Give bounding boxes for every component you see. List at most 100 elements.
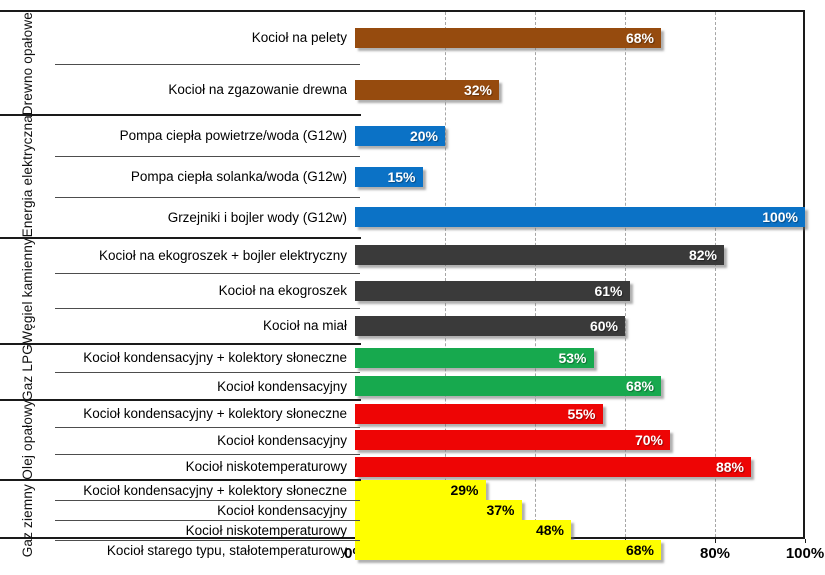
row-label: Kocioł na miał bbox=[262, 318, 347, 334]
category-group: Gaz ziemny Kocioł kondensacyjny + kolekto… bbox=[0, 479, 805, 561]
bar-track: 68% bbox=[355, 372, 805, 400]
row-label: Kocioł kondensacyjny bbox=[217, 378, 347, 394]
gridline-80 bbox=[715, 12, 716, 537]
chart-row: Kocioł kondensacyjny + kolektory słonecz… bbox=[55, 344, 805, 372]
bar: 55% bbox=[355, 403, 603, 424]
row-label: Kocioł kondensacyjny + kolektory słonecz… bbox=[83, 482, 347, 498]
chart-row: Grzejniki i bojler wody (G12w) 100% bbox=[55, 196, 805, 238]
bar: 15% bbox=[355, 166, 423, 187]
group-label-cell: Energia elektryczna bbox=[0, 115, 55, 237]
bar-value-label: 68% bbox=[625, 542, 654, 559]
x-axis-tick-label: 100% bbox=[785, 545, 825, 562]
bar-value-label: 48% bbox=[535, 522, 564, 539]
bar-track: 100% bbox=[355, 197, 805, 238]
bar-value-label: 29% bbox=[450, 482, 479, 499]
chart-row: Kocioł kondensacyjny 70% bbox=[55, 427, 805, 454]
row-label: Kocioł na ekogroszek + bojler elektryczn… bbox=[99, 247, 347, 263]
row-label: Kocioł kondensacyjny + kolektory słonecz… bbox=[83, 406, 347, 422]
x-axis-tick bbox=[805, 539, 806, 543]
bar-track: 68% bbox=[355, 12, 805, 64]
bar-value-label: 100% bbox=[762, 209, 798, 226]
category-group: Energia elektryczna Pompa ciepła powietrz… bbox=[0, 114, 805, 238]
chart-row: Kocioł niskotemperaturowy 48% bbox=[55, 520, 805, 541]
bar: 68% bbox=[355, 540, 661, 561]
group-rows: Kocioł kondensacyjny + kolektory słonecz… bbox=[55, 400, 805, 480]
bar-track: 32% bbox=[355, 64, 805, 116]
bar: 68% bbox=[355, 27, 661, 48]
bar-value-label: 68% bbox=[625, 29, 654, 46]
plot-area: Drewno opałowe Kocioł na pelety 68% Kocioł … bbox=[0, 10, 805, 561]
row-label: Kocioł na pelety bbox=[251, 30, 347, 46]
row-label: Kocioł niskotemperaturowy bbox=[185, 459, 347, 475]
bar: 61% bbox=[355, 280, 630, 301]
gridline-40 bbox=[535, 12, 536, 537]
bar-value-label: 88% bbox=[715, 458, 744, 475]
category-group: Drewno opałowe Kocioł na pelety 68% Kocioł … bbox=[0, 12, 805, 115]
group-rows: Kocioł kondensacyjny + kolektory słonecz… bbox=[55, 344, 805, 401]
x-axis-tick bbox=[715, 539, 716, 543]
chart-row: Kocioł na ekogroszek 61% bbox=[55, 273, 805, 308]
chart-row: Pompa ciepła solanka/woda (G12w) 15% bbox=[55, 156, 805, 197]
bar-value-label: 15% bbox=[387, 168, 416, 185]
row-label: Grzejniki i bojler wody (G12w) bbox=[167, 209, 347, 225]
bar-track: 53% bbox=[355, 344, 805, 372]
group-label-cell: Węgiel kamienny bbox=[0, 238, 55, 344]
bar-value-label: 68% bbox=[625, 378, 654, 395]
bar-track: 60% bbox=[355, 308, 805, 343]
bar-value-label: 53% bbox=[558, 349, 587, 366]
row-label: Pompa ciepła powietrze/woda (G12w) bbox=[119, 128, 347, 144]
bar: 82% bbox=[355, 245, 724, 266]
bar-track: 37% bbox=[355, 500, 805, 521]
bar: 70% bbox=[355, 430, 670, 451]
bar: 32% bbox=[355, 79, 499, 100]
bar: 53% bbox=[355, 347, 594, 368]
bar-track: 20% bbox=[355, 115, 805, 156]
bar-track: 55% bbox=[355, 400, 805, 427]
group-rows: Pompa ciepła powietrze/woda (G12w) 20% Pom… bbox=[55, 115, 805, 237]
row-label: Pompa ciepła solanka/woda (G12w) bbox=[130, 169, 347, 185]
bar-value-label: 20% bbox=[409, 127, 438, 144]
bar-track: 88% bbox=[355, 454, 805, 481]
row-label: Kocioł na zgazowanie drewna bbox=[168, 82, 347, 98]
chart-row: Kocioł na pelety 68% bbox=[55, 12, 805, 64]
row-label: Kocioł na ekogroszek bbox=[218, 283, 347, 299]
chart-row: Kocioł na ekogroszek + bojler elektryczn… bbox=[55, 238, 805, 273]
bar-track: 61% bbox=[355, 273, 805, 308]
group-label: Olej opałowy bbox=[19, 400, 35, 481]
bar-value-label: 32% bbox=[463, 81, 492, 98]
chart-row: Kocioł na miał 60% bbox=[55, 308, 805, 343]
bar-value-label: 55% bbox=[567, 405, 596, 422]
group-label: Węgiel kamienny bbox=[19, 237, 35, 344]
group-rows: Kocioł na pelety 68% Kocioł na zgazowanie … bbox=[55, 12, 805, 115]
gridline-20 bbox=[445, 12, 446, 537]
category-group: Węgiel kamienny Kocioł na ekogroszek + bo… bbox=[0, 236, 805, 344]
group-label-cell: Gaz LPG bbox=[0, 344, 55, 401]
chart-row: Kocioł na zgazowanie drewna 32% bbox=[55, 63, 805, 116]
bar: 37% bbox=[355, 500, 522, 521]
bar: 60% bbox=[355, 315, 625, 336]
row-label: Kocioł kondensacyjny + kolektory słonecz… bbox=[83, 350, 347, 366]
group-label-cell: Gaz ziemny bbox=[0, 480, 55, 560]
bar: 68% bbox=[355, 376, 661, 397]
chart-row: Kocioł starego typu, stałotemperaturowy 6… bbox=[55, 540, 805, 561]
bar-value-label: 61% bbox=[594, 282, 623, 299]
bar-value-label: 70% bbox=[634, 432, 663, 449]
chart-row: Kocioł kondensacyjny 37% bbox=[55, 500, 805, 521]
group-rows: Kocioł kondensacyjny + kolektory słonecz… bbox=[55, 480, 805, 561]
chart-row: Kocioł kondensacyjny 68% bbox=[55, 372, 805, 400]
chart-row: Kocioł kondensacyjny + kolektory słonecz… bbox=[55, 400, 805, 427]
bar-track: 29% bbox=[355, 480, 805, 501]
bar-track: 68% bbox=[355, 540, 805, 561]
gridline-60 bbox=[625, 12, 626, 537]
bar: 100% bbox=[355, 207, 805, 228]
bar: 48% bbox=[355, 520, 571, 541]
bar-value-label: 60% bbox=[589, 317, 618, 334]
row-label: Kocioł starego typu, stałotemperaturowy bbox=[106, 542, 347, 558]
group-label-cell: Olej opałowy bbox=[0, 400, 55, 480]
group-rows: Kocioł na ekogroszek + bojler elektryczn… bbox=[55, 238, 805, 344]
row-label: Kocioł kondensacyjny bbox=[217, 432, 347, 448]
group-label: Energia elektryczna bbox=[19, 115, 35, 238]
gridline-layer bbox=[355, 12, 805, 537]
bar-value-label: 82% bbox=[688, 247, 717, 264]
